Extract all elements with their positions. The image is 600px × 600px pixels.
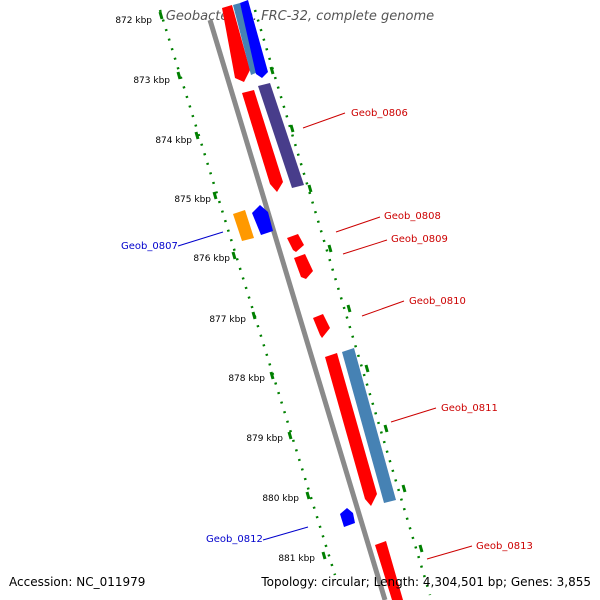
tick-mark: [231, 251, 237, 260]
gene-label-0810[interactable]: Geob_0810: [409, 296, 466, 307]
tick-mark: [269, 66, 275, 75]
tick-label: 877 kbp: [209, 315, 246, 325]
gene-label-0812[interactable]: Geob_0812: [206, 534, 263, 545]
tick-mark: [305, 491, 311, 500]
gene-feature-0807-blue[interactable]: [252, 205, 273, 235]
tick-labels: 872 kbp 873 kbp 874 kbp 875 kbp 876 kbp …: [115, 16, 315, 564]
tick-label: 876 kbp: [193, 254, 230, 264]
tick-label: 873 kbp: [133, 76, 170, 86]
tick-mark: [307, 184, 313, 193]
tick-mark: [212, 191, 218, 200]
tick-mark: [418, 544, 424, 553]
tick-mark: [383, 424, 389, 433]
tick-mark: [401, 484, 407, 493]
label-leaders: [177, 112, 473, 560]
gene-label-0808[interactable]: Geob_0808: [384, 211, 441, 222]
leader-line-0808: [335, 216, 381, 233]
tick-marks: [158, 11, 424, 560]
gene-feature-0813[interactable]: [375, 541, 403, 600]
tick-mark: [289, 124, 295, 133]
tick-mark: [251, 311, 257, 320]
gene-feature-0806-red[interactable]: [242, 90, 283, 192]
accession-text: Accession: NC_011979: [9, 575, 146, 589]
leader-line-0807: [177, 231, 224, 247]
tick-label: 875 kbp: [174, 195, 211, 205]
leader-line-0813: [426, 545, 473, 560]
tick-mark: [269, 371, 275, 380]
leader-line-0812: [262, 526, 309, 541]
leader-line-0811: [390, 407, 437, 423]
tick-mark: [176, 71, 182, 80]
backbone-line: [207, 19, 388, 600]
gene-label-0811[interactable]: Geob_0811: [441, 403, 498, 414]
gene-feature-0809[interactable]: [294, 254, 313, 279]
tick-label: 872 kbp: [115, 16, 152, 26]
gene-feature-0807-orange[interactable]: [233, 210, 254, 241]
tick-mark: [194, 131, 200, 140]
gene-feature-0812[interactable]: [340, 508, 355, 527]
gene-label-0806[interactable]: Geob_0806: [351, 108, 408, 119]
leader-line-0809: [342, 239, 388, 255]
gene-labels: Geob_0806 Geob_0807 Geob_0808 Geob_0809 …: [121, 108, 533, 552]
genome-summary-text: Topology: circular; Length: 4,304,501 bp…: [261, 575, 591, 589]
tick-mark: [346, 304, 352, 313]
tick-label: 878 kbp: [228, 374, 265, 384]
tick-label: 874 kbp: [155, 136, 192, 146]
tick-mark: [287, 431, 293, 440]
gene-label-0813[interactable]: Geob_0813: [476, 541, 533, 552]
gene-feature-0806-purple[interactable]: [258, 83, 304, 188]
leader-line-0806: [302, 112, 346, 129]
gene-feature-0810[interactable]: [313, 314, 330, 338]
gene-feature-0811-red[interactable]: [325, 353, 377, 506]
tick-label: 881 kbp: [278, 554, 315, 564]
feature-track: [222, 0, 403, 600]
tick-mark: [364, 364, 370, 373]
tick-mark: [321, 551, 327, 560]
tick-label: 879 kbp: [246, 434, 283, 444]
gene-feature-0811-steel[interactable]: [342, 348, 396, 503]
leader-line-0810: [361, 300, 405, 317]
tick-label: 880 kbp: [262, 494, 299, 504]
gene-feature-0808[interactable]: [287, 234, 304, 252]
tick-mark: [158, 11, 164, 20]
gene-label-0807[interactable]: Geob_0807: [121, 241, 178, 252]
outer-dotted-line: [253, 9, 432, 596]
gene-feature[interactable]: [240, 0, 268, 78]
gene-feature[interactable]: [233, 3, 258, 75]
tick-mark: [327, 244, 333, 253]
gene-label-0809[interactable]: Geob_0809: [391, 234, 448, 245]
gene-feature[interactable]: [222, 5, 250, 82]
